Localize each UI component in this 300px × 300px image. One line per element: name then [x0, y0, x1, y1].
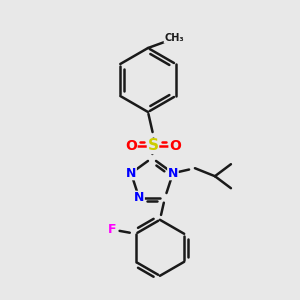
Text: S: S: [148, 139, 158, 154]
Text: O: O: [125, 139, 137, 153]
Text: F: F: [107, 223, 116, 236]
Text: N: N: [134, 191, 144, 204]
Text: N: N: [168, 167, 178, 180]
Text: N: N: [126, 167, 136, 180]
Text: CH₃: CH₃: [164, 33, 184, 43]
Text: O: O: [169, 139, 181, 153]
